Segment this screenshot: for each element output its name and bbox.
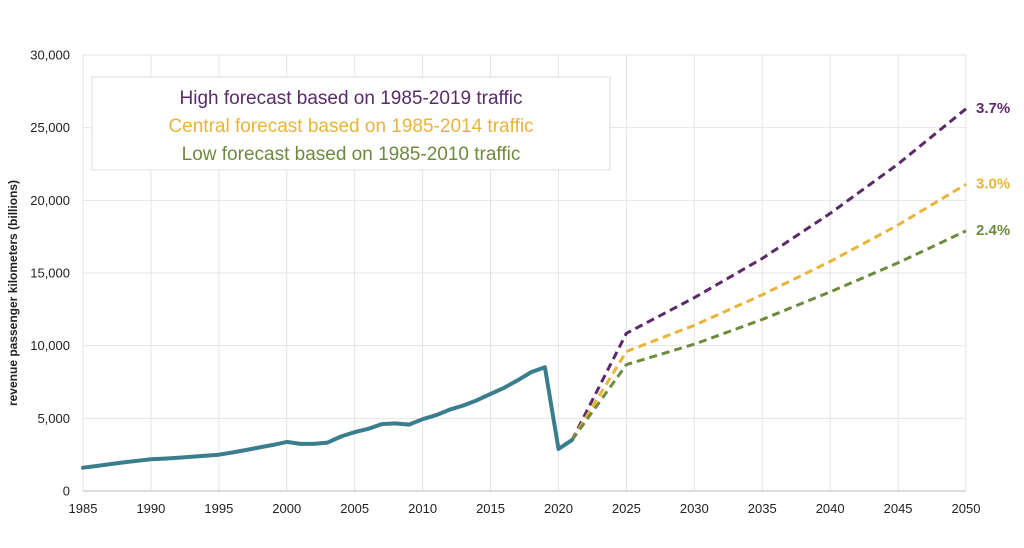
x-tick-label: 2025: [612, 501, 641, 516]
legend-entry-low: Low forecast based on 1985-2010 traffic: [182, 144, 521, 165]
x-tick-label: 1990: [136, 501, 165, 516]
x-tick-label: 1995: [204, 501, 233, 516]
y-axis-ticks: 0 5,000 10,000 15,000 20,000 25,000 30,000: [30, 48, 70, 499]
end-label-central: 3.0%: [976, 175, 1010, 192]
legend-entry-central: Central forecast based on 1985-2014 traf…: [168, 116, 533, 137]
x-tick-label: 2015: [476, 501, 505, 516]
x-tick-label: 2035: [748, 501, 777, 516]
series-end-labels: 3.7% 3.0% 2.4%: [976, 100, 1010, 239]
series-line-high: [570, 107, 967, 441]
x-tick-label: 2040: [816, 501, 845, 516]
x-tick-label: 2045: [884, 501, 913, 516]
end-label-high: 3.7%: [976, 100, 1010, 117]
y-tick-label: 15,000: [30, 266, 70, 281]
x-tick-label: 2000: [272, 501, 301, 516]
series-lines: [81, 107, 967, 470]
x-tick-label: 2020: [544, 501, 573, 516]
series-line-central: [570, 183, 967, 441]
x-tick-label: 2010: [408, 501, 437, 516]
series-line-historical: [81, 365, 574, 470]
y-tick-label: 0: [63, 484, 70, 499]
x-tick-label: 1985: [69, 501, 98, 516]
y-axis-label: revenue passenger kilometers (billions): [6, 180, 20, 406]
y-tick-label: 20,000: [30, 193, 70, 208]
end-label-low: 2.4%: [976, 222, 1010, 239]
x-axis-ticks: 1985 1990 1995 2000 2005 2010 2015 2020 2025 2030…: [69, 501, 981, 516]
legend-box: [91, 76, 611, 171]
x-tick-label: 2030: [680, 501, 709, 516]
y-tick-label: 10,000: [30, 338, 70, 353]
y-tick-label: 30,000: [30, 48, 70, 63]
y-tick-label: 5,000: [37, 411, 70, 426]
y-tick-label: 25,000: [30, 120, 70, 135]
x-tick-label: 2005: [340, 501, 369, 516]
x-tick-label: 2050: [952, 501, 981, 516]
legend: High forecast based on 1985-2019 traffic…: [91, 76, 611, 171]
legend-entry-high: High forecast based on 1985-2019 traffic: [180, 88, 523, 109]
series-line-low: [570, 229, 967, 441]
